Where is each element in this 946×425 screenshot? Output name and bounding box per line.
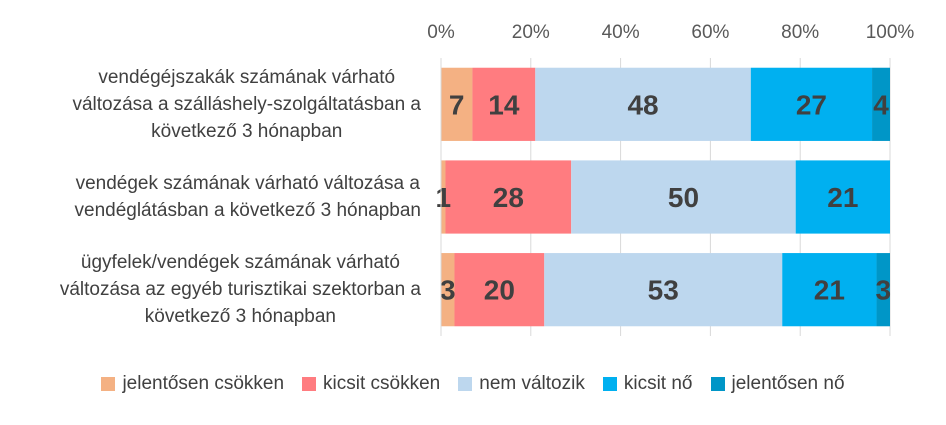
bars — [441, 67, 890, 327]
category-label-line: vendégéjszakák számának várható — [98, 66, 396, 88]
category-label-line: ügyfelek/vendégek számának várható — [80, 252, 400, 274]
data-label: 53 — [648, 275, 679, 306]
data-label: 20 — [484, 275, 515, 306]
bar-segment — [445, 160, 572, 234]
bar-segment — [544, 253, 783, 327]
bar-segment — [472, 67, 536, 141]
category-label-line: vendéglátásban a következő 3 hónapban — [74, 200, 422, 221]
category-label-line: vendégek számának várható változása a — [75, 173, 420, 194]
data-label: 4 — [873, 89, 889, 120]
data-label: 14 — [488, 89, 520, 120]
data-label: 50 — [668, 182, 699, 213]
data-label: 3 — [440, 275, 456, 306]
data-label: 3 — [875, 275, 891, 306]
x-tick-label: 0% — [427, 22, 455, 43]
legend-item: jelentősen nő — [710, 373, 845, 395]
x-tick-label: 20% — [512, 22, 550, 43]
bar-segment — [571, 160, 796, 234]
bar-segment — [535, 67, 751, 141]
data-label: 1 — [435, 182, 451, 213]
bar-segment — [782, 253, 877, 327]
data-label: 28 — [493, 182, 524, 213]
x-tick-label: 40% — [602, 22, 640, 43]
legend-item: kicsit nő — [602, 373, 693, 395]
x-tick-label: 100% — [866, 22, 915, 43]
bar-segment — [872, 67, 890, 141]
category-label-line: következő 3 hónapban — [151, 120, 343, 142]
bar-segment — [441, 67, 473, 141]
legend-item: jelentősen csökken — [101, 373, 284, 395]
bar-segment — [454, 253, 545, 327]
legend-item: nem változik — [458, 373, 585, 395]
legend-swatch — [101, 377, 116, 391]
legend-swatch — [602, 377, 617, 391]
bar-segment — [876, 253, 890, 327]
x-tick-label: 80% — [781, 22, 819, 43]
legend-swatch — [710, 377, 725, 391]
bar-segment — [750, 67, 873, 141]
bar-segment — [441, 253, 455, 327]
legend-label: kicsit nő — [623, 373, 693, 394]
legend-label: kicsit csökken — [323, 373, 441, 394]
legend-label: jelentősen csökken — [122, 373, 285, 394]
bar-segment — [795, 160, 890, 234]
x-axis-ticks: 0% 20% 40% 60% 80% 100% — [427, 22, 914, 43]
legend-swatch — [302, 377, 317, 391]
category-label: vendégéjszakák számának várható változása… — [72, 64, 421, 145]
x-tick-label: 60% — [691, 22, 729, 43]
data-label: 48 — [627, 89, 658, 120]
category-label-line: változása a szálláshely-szolgáltatásban … — [72, 93, 421, 115]
data-label: 21 — [827, 182, 858, 213]
data-label: 21 — [814, 275, 845, 306]
legend-item: kicsit csökken — [302, 373, 440, 395]
data-labels: 7 14 48 27 4 1 28 50 21 3 20 53 21 3 — [435, 89, 891, 305]
category-label-line: következő 3 hónapban — [144, 306, 337, 328]
legend: jelentősen csökken kicsit csökken nem vált… — [0, 373, 946, 395]
legend-swatch — [458, 377, 473, 391]
category-label: ügyfelek/vendégek számának várható változ… — [60, 249, 421, 330]
data-label: 7 — [449, 89, 465, 120]
data-label: 27 — [796, 89, 827, 120]
legend-label: jelentősen nő — [731, 373, 845, 394]
bar-segment — [441, 160, 446, 234]
legend-label: nem változik — [479, 373, 585, 394]
category-label: vendégek számának várható változása a ven… — [75, 170, 422, 224]
category-label-line: változása az egyéb turisztikai szektorba… — [59, 279, 421, 301]
